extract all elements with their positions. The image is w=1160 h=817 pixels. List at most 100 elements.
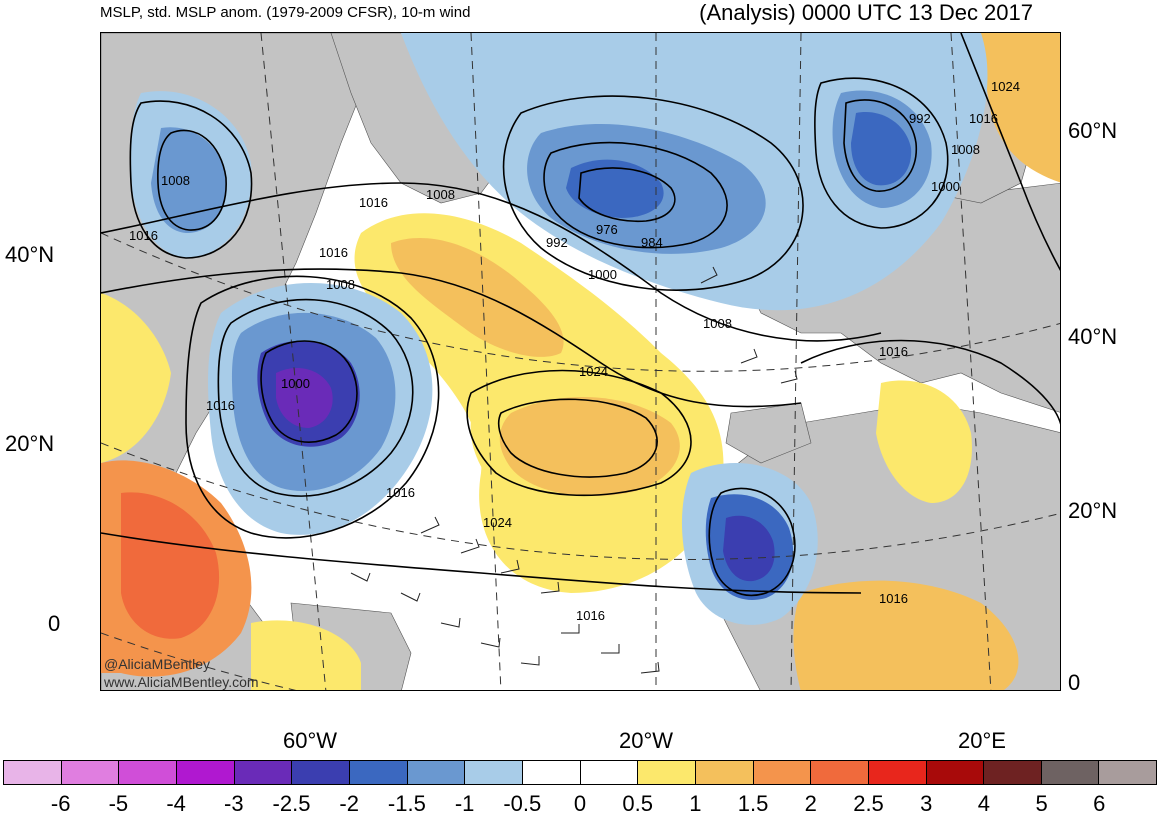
isobar-label: 1016 bbox=[319, 245, 348, 260]
isobar-label: 992 bbox=[546, 235, 568, 250]
wind-barb bbox=[601, 644, 620, 654]
isobar-label: 1016 bbox=[576, 608, 605, 623]
wind-barb bbox=[740, 348, 758, 364]
parallel-40n bbox=[101, 232, 1060, 372]
colorbar-tick-label: 0 bbox=[573, 791, 587, 816]
isobar-18 bbox=[960, 33, 1060, 271]
colorbar-swatch bbox=[407, 761, 466, 784]
isobar-3 bbox=[466, 369, 692, 497]
wind-barb bbox=[400, 592, 421, 602]
colorbar-swatch bbox=[695, 761, 754, 784]
colorbar-swatch bbox=[4, 761, 62, 784]
isobar-5 bbox=[543, 141, 728, 249]
colorbar-swatch bbox=[811, 761, 869, 784]
colorbar-tick-label: -5 bbox=[108, 791, 129, 816]
lat-label-right-20n: 20°N bbox=[1068, 498, 1118, 523]
colorbar-tick-label: -2.5 bbox=[272, 791, 311, 816]
meridian-60w bbox=[260, 33, 327, 690]
isobar-2 bbox=[101, 268, 802, 408]
isobar-10 bbox=[157, 129, 227, 231]
graticule bbox=[101, 33, 1060, 690]
colorbar-swatch bbox=[868, 761, 927, 784]
anom-pos-northeast bbox=[981, 33, 1060, 183]
colorbar-swatch bbox=[119, 761, 177, 784]
anom-pos-yellow-west bbox=[101, 293, 171, 463]
colorbar-tick-label: 3 bbox=[920, 791, 933, 816]
colorbar-tick-label: -6 bbox=[50, 791, 71, 816]
anom-neg-greenland-trough-2 bbox=[566, 159, 664, 218]
isobar-label: 1000 bbox=[281, 376, 310, 391]
anom-neg-western-atlantic-3 bbox=[276, 368, 333, 428]
colorbar-tick-label: -1 bbox=[454, 791, 475, 816]
wind-barb bbox=[500, 559, 520, 574]
colorbar-swatch bbox=[234, 761, 293, 784]
meridian-40w bbox=[470, 33, 502, 690]
wind-barb bbox=[780, 370, 798, 384]
isobar-label: 984 bbox=[641, 235, 663, 250]
isobar-14 bbox=[185, 275, 440, 539]
lat-label-right-40n: 40°N bbox=[1068, 324, 1118, 349]
isobar-label: 1008 bbox=[326, 277, 355, 292]
isobar-12 bbox=[260, 340, 358, 443]
colorbar-swatch bbox=[926, 761, 985, 784]
lon-label-20w: 20°W bbox=[619, 728, 674, 753]
wind-barb bbox=[520, 656, 540, 666]
isobar-label: 1016 bbox=[206, 398, 235, 413]
colorbar-tick-label: 2.5 bbox=[853, 791, 884, 816]
isobar-label: 976 bbox=[596, 222, 618, 237]
isobar-label: 1016 bbox=[129, 228, 158, 243]
wind-barb bbox=[640, 661, 660, 674]
colorbar-tick-label: -2 bbox=[339, 791, 359, 816]
colorbar-swatch bbox=[292, 761, 350, 784]
anom-pos-caribbean-1 bbox=[121, 492, 220, 639]
colorbar-swatch bbox=[61, 761, 120, 784]
isobar-6 bbox=[578, 167, 676, 223]
isobar-label: 1024 bbox=[991, 79, 1020, 94]
anom-neg-west-africa-2 bbox=[723, 515, 775, 582]
analysis-time-title: (Analysis) 0000 UTC 13 Dec 2017 bbox=[699, 0, 1033, 25]
isobar-label: 1016 bbox=[969, 111, 998, 126]
wind-barb bbox=[561, 624, 580, 634]
isobar-labels: 1008 1016 1016 1008 1016 1008 992 976 98… bbox=[129, 79, 1020, 623]
colorbar-tick-label: 4 bbox=[977, 791, 991, 816]
map-panel: 1008 1016 1016 1008 1016 1008 992 976 98… bbox=[100, 32, 1061, 691]
lon-label-60w: 60°W bbox=[283, 728, 338, 753]
colorbar-tick-label: -3 bbox=[224, 791, 244, 816]
colorbar-swatch bbox=[580, 761, 639, 784]
isobar-label: 1016 bbox=[386, 485, 415, 500]
wind-barb bbox=[350, 572, 371, 582]
credit-website: www.AliciaMBentley.com bbox=[104, 674, 259, 690]
chart-title: MSLP, std. MSLP anom. (1979-2009 CFSR), … bbox=[100, 4, 471, 21]
isobar-label: 1008 bbox=[161, 173, 190, 188]
colorbar-swatch bbox=[522, 761, 581, 784]
isobar-11 bbox=[129, 100, 253, 259]
isobar-1 bbox=[101, 182, 882, 342]
isobar-label: 1008 bbox=[951, 142, 980, 157]
anom-pos-africa bbox=[793, 580, 1019, 690]
colorbar-tick-label: -4 bbox=[166, 791, 186, 816]
isobar-label: 1008 bbox=[703, 316, 732, 331]
isobar-label: 1024 bbox=[579, 364, 608, 379]
colorbar-tick-label: 1 bbox=[689, 791, 702, 816]
isobar-label: 1008 bbox=[426, 187, 455, 202]
lat-label-left-40n: 40°N bbox=[5, 242, 55, 267]
colorbar-swatch bbox=[638, 761, 696, 784]
isobar-label: 1016 bbox=[359, 195, 388, 210]
isobars bbox=[101, 33, 1060, 597]
isobar-label: 1016 bbox=[879, 591, 908, 606]
wind-barbs bbox=[350, 266, 798, 674]
isobar-17 bbox=[800, 339, 1060, 426]
lat-label-left-0: 0 bbox=[48, 611, 61, 636]
colorbar-tick-label: -0.5 bbox=[503, 791, 542, 816]
isobar-16 bbox=[708, 487, 796, 597]
wind-barb bbox=[460, 538, 480, 554]
lat-label-left-20n: 20°N bbox=[5, 431, 55, 456]
anom-neg-norway-low-1 bbox=[851, 112, 912, 186]
anom-pos-southamerica bbox=[251, 620, 361, 690]
meridian-20e bbox=[950, 33, 992, 690]
isobar-label: 1000 bbox=[588, 267, 617, 282]
colorbar-swatch bbox=[465, 761, 523, 784]
anom-pos-mediterranean bbox=[876, 380, 972, 503]
anomaly-shading bbox=[101, 33, 1060, 690]
colorbar-swatch bbox=[984, 761, 1042, 784]
